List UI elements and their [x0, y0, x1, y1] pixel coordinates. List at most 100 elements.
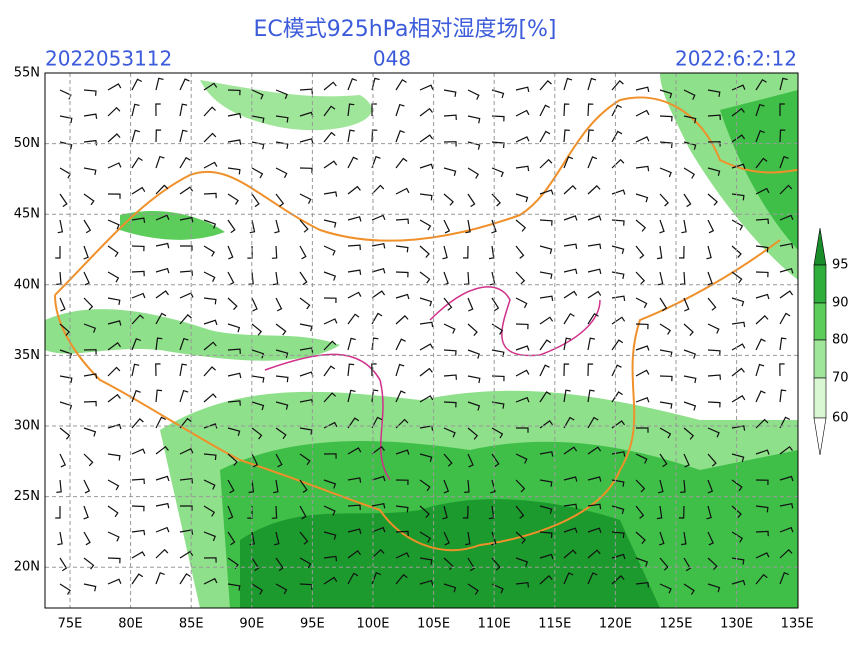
map-frame	[44, 72, 799, 609]
wind-barb	[419, 479, 431, 492]
wind-barb	[323, 191, 338, 197]
wind-barb	[203, 479, 216, 490]
wind-barb	[347, 244, 361, 251]
wind-barb	[179, 129, 188, 143]
wind-barb	[59, 89, 72, 100]
wind-barb	[659, 453, 668, 468]
wind-barb	[515, 369, 530, 377]
wind-barb	[731, 343, 746, 351]
wind-barb	[587, 527, 602, 533]
wind-barb	[683, 167, 696, 179]
wind-barb	[249, 531, 256, 546]
wind-barb	[611, 130, 623, 143]
wind-barb	[419, 107, 433, 117]
wind-barb	[227, 453, 238, 466]
wind-barb	[755, 505, 769, 513]
wind-barb	[227, 505, 234, 520]
wind-barb	[203, 453, 217, 461]
wind-barb	[83, 297, 94, 311]
wind-barb	[347, 156, 358, 169]
wind-barb	[203, 505, 216, 517]
wind-barb	[611, 575, 625, 585]
wind-barb	[683, 349, 697, 359]
wind-barb	[131, 292, 146, 299]
wind-barb	[155, 214, 170, 221]
wind-barb	[83, 245, 89, 260]
wind-barb	[83, 557, 95, 570]
wind-barb	[683, 375, 697, 384]
wind-barb	[659, 401, 673, 409]
wind-barb	[462, 245, 469, 259]
wind-barb	[274, 219, 280, 234]
wind-barb	[419, 163, 434, 170]
wind-barb	[515, 219, 527, 232]
wind-barb	[755, 449, 770, 455]
wind-barb	[83, 167, 97, 176]
lon-label: 120E	[599, 617, 632, 632]
wind-barb	[611, 451, 626, 457]
wind-barb	[155, 77, 164, 91]
wind-barb	[251, 297, 258, 312]
wind-barb	[611, 104, 622, 117]
wind-barb	[155, 242, 170, 249]
wind-barb	[635, 219, 647, 232]
wind-barb	[395, 573, 408, 585]
wind-barb	[635, 369, 650, 377]
wind-barb	[679, 271, 686, 285]
wind-barb	[755, 293, 770, 300]
wind-barb	[467, 141, 481, 150]
wind-barb	[587, 476, 602, 482]
wind-barb	[395, 78, 407, 91]
wind-barb	[107, 83, 122, 91]
wind-barb	[659, 583, 672, 594]
wind-barb	[203, 297, 217, 305]
wind-barb	[731, 531, 744, 543]
wind-barb	[563, 129, 570, 143]
lat-label: 40N	[14, 277, 40, 292]
wind-barb	[467, 89, 480, 100]
wind-barb	[251, 557, 260, 572]
wind-barb	[83, 583, 97, 592]
wind-barb	[203, 319, 218, 326]
wind-barb	[203, 531, 216, 542]
wind-barb	[155, 502, 170, 509]
wind-barb	[371, 502, 386, 509]
wind-barb	[680, 479, 686, 493]
wind-barb	[707, 89, 721, 97]
wind-barb	[131, 551, 146, 559]
wind-barb	[467, 453, 474, 468]
lat-label: 45N	[14, 207, 40, 222]
wind-barb	[658, 479, 664, 494]
wind-barb	[563, 527, 578, 533]
wind-barb	[83, 505, 89, 520]
wind-barb	[587, 77, 597, 91]
wind-barb	[491, 115, 505, 122]
wind-barb	[681, 219, 687, 234]
wind-barb	[273, 479, 279, 494]
colorbar-label: 70	[832, 371, 849, 386]
wind-barb	[563, 503, 578, 510]
wind-barb	[275, 193, 285, 207]
wind-barb	[467, 297, 474, 312]
wind-barb	[488, 245, 495, 260]
wind-barb	[227, 245, 234, 260]
wind-barb	[443, 374, 457, 380]
wind-barb	[395, 449, 410, 455]
wind-barb	[131, 157, 143, 169]
wind-barb	[515, 323, 529, 330]
wind-barb	[275, 167, 288, 179]
wind-barb	[659, 89, 673, 99]
wind-barb	[779, 103, 785, 116]
wind-barb	[683, 427, 695, 440]
wind-barb	[59, 167, 72, 179]
wind-barb	[635, 165, 650, 172]
wind-barb	[755, 130, 765, 143]
wind-barb	[442, 505, 448, 520]
wind-barb	[59, 583, 71, 595]
wind-barb	[635, 109, 650, 117]
wind-barb	[299, 531, 309, 545]
wind-barb	[656, 245, 663, 260]
wind-barb	[731, 479, 743, 492]
wind-barb	[611, 391, 623, 403]
wind-barb	[539, 130, 551, 143]
